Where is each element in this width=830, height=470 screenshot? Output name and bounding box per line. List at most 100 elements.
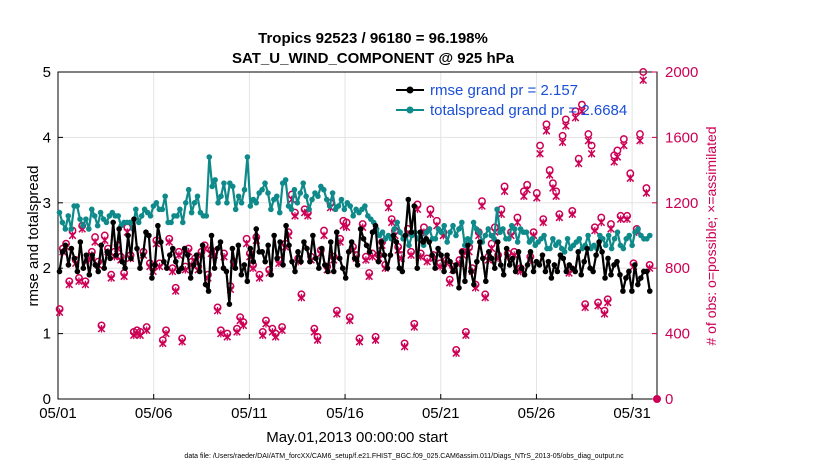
rmse-series-point — [211, 265, 218, 272]
rmse-series-point — [327, 239, 334, 245]
obs-possible-point — [619, 135, 628, 143]
obs-assimilated-point — [136, 331, 145, 340]
rmse-series-point — [244, 278, 251, 285]
rmse-series — [56, 196, 653, 307]
obs-assimilated-point — [271, 333, 280, 341]
y-axis-left: 0 1 2 3 4 5 — [43, 64, 63, 408]
spread-series-point — [232, 206, 239, 213]
rmse-series-point — [319, 245, 325, 252]
rmse-series-point — [593, 252, 599, 258]
rmse-series-point — [172, 258, 179, 265]
rmse-series-point — [68, 245, 75, 252]
rmse-series-point — [435, 245, 441, 252]
rmse-series-point — [74, 268, 81, 275]
obs-assimilated-point — [278, 326, 286, 335]
rmse-series-point — [375, 258, 382, 265]
spread-series-point — [529, 235, 536, 242]
spread-series-point — [206, 154, 213, 160]
rmse-series-point — [399, 268, 406, 275]
rmse-series-point — [202, 281, 209, 288]
rmse-series-point — [626, 268, 632, 275]
rmse-series-point — [494, 239, 501, 245]
rmse-series-point — [646, 288, 653, 294]
spread-series-point — [94, 222, 101, 229]
obs-assimilated-point — [239, 321, 248, 330]
spread-series-point — [235, 193, 242, 200]
spread-series-point — [180, 219, 186, 226]
obs-assimilated-point — [607, 225, 615, 233]
spread-series-point — [282, 177, 289, 183]
obs-possible-point — [636, 130, 644, 139]
obs-assimilated-point — [162, 329, 170, 338]
rmse-series-point — [271, 232, 277, 239]
obs-assimilated-point — [400, 342, 409, 351]
obs-assimilated-point — [410, 323, 419, 331]
rmse-series-point — [354, 262, 361, 268]
rmse-series-point — [116, 226, 122, 232]
rmse-series-point — [101, 265, 108, 272]
rmse-series-point — [134, 245, 140, 252]
rmse-series-point — [166, 252, 173, 258]
spread-series-point — [259, 186, 265, 193]
spread-series-point — [602, 242, 609, 249]
rmse-series-point — [158, 239, 164, 245]
obs-assimilated-point — [223, 333, 232, 341]
rmse-series-point — [77, 239, 84, 245]
rmse-series-point — [301, 239, 307, 245]
rmse-series-point — [161, 258, 167, 265]
rmse-series-point — [152, 262, 158, 268]
spread-series-point — [329, 190, 336, 196]
spread-series-point — [218, 193, 224, 200]
spread-series-point — [133, 206, 139, 213]
y2-tick-label: 1200 — [665, 195, 698, 212]
obs-assimilated-point — [597, 218, 606, 227]
obs-assimilated-point — [387, 218, 396, 227]
rmse-series-point — [614, 258, 620, 265]
spread-series-point — [77, 216, 83, 222]
rmse-series-point — [450, 268, 456, 275]
obs-assimilated-point — [365, 272, 373, 281]
obs-possible-point — [584, 130, 593, 139]
spread-series-point — [276, 209, 283, 216]
rmse-series-point — [548, 275, 555, 281]
obs-assimilated-point — [600, 310, 609, 318]
rmse-series-point — [509, 255, 516, 262]
obs-possible-point — [558, 131, 567, 140]
spread-series-point — [168, 219, 174, 226]
y2-tick-label: 400 — [665, 326, 690, 343]
rmse-series-point — [426, 239, 432, 245]
obs-assimilated-point — [571, 113, 580, 122]
legend-rmse-label: rmse grand pr = 2.157 — [430, 82, 578, 99]
obs-assimilated-point — [520, 192, 528, 201]
spread-series-point — [59, 219, 66, 226]
spread-series-point — [229, 183, 236, 190]
rmse-series-point — [62, 242, 69, 249]
spread-series-point — [406, 242, 412, 249]
chart-title: Tropics 92523 / 96180 = 96.198% — [258, 30, 488, 47]
legend-rmse-marker — [406, 86, 414, 94]
rmse-series-point — [503, 245, 510, 252]
spread-series-point — [432, 235, 439, 242]
spread-series-point — [335, 203, 342, 209]
rmse-series-point — [366, 249, 373, 255]
rmse-series-point — [137, 265, 143, 272]
rmse-series-point — [283, 222, 289, 229]
rmse-series-point — [295, 249, 301, 255]
rmse-series-point — [599, 249, 605, 255]
rmse-series-point — [524, 262, 531, 268]
obs-assimilated-point — [620, 141, 628, 150]
obs-assimilated-point — [603, 298, 612, 307]
obs-assimilated-point — [175, 251, 183, 259]
spread-series-point — [347, 203, 354, 209]
obs-assimilated-point — [97, 324, 106, 333]
rmse-series-point — [572, 268, 579, 275]
rmse-series-point — [408, 229, 415, 236]
rmse-series-point — [345, 249, 352, 255]
rmse-series-point — [196, 268, 203, 275]
obs-assimilated-point — [55, 308, 64, 317]
obs-assimilated-point — [423, 257, 432, 266]
spread-series-point — [323, 196, 330, 203]
rmse-series-point — [232, 265, 239, 272]
obs-assimilated-point — [552, 192, 560, 201]
rmse-series-point — [322, 262, 328, 268]
